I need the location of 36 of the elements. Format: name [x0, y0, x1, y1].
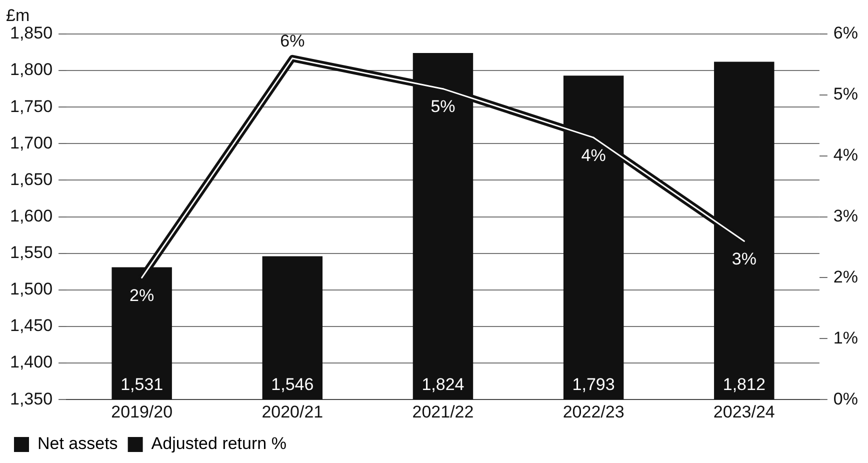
y-axis-title: £m [6, 6, 30, 26]
data-label: 1,531 [120, 374, 164, 394]
y2-tick-label: 4% [833, 146, 858, 165]
y-tick-label: 1,400 [10, 352, 53, 372]
data-label: 1,793 [572, 374, 615, 394]
x-tick-label: 2020/21 [262, 402, 324, 422]
x-tick-label: 2022/23 [562, 402, 624, 422]
data-label: 4% [581, 146, 606, 165]
x-tick-label: 2023/24 [713, 402, 775, 422]
y-tick-label: 1,450 [10, 316, 53, 336]
data-label: 2% [130, 286, 154, 305]
legend-label: Adjusted return % [151, 434, 286, 454]
y-tick-label: 1,500 [10, 280, 53, 299]
data-label: 5% [430, 97, 456, 116]
y-tick-label: 1,800 [10, 60, 53, 80]
y2-tick-label: 0% [833, 389, 858, 408]
y-tick-label: 1,750 [10, 96, 53, 116]
x-tick-label: 2019/20 [111, 402, 173, 422]
data-label: 1,812 [722, 374, 766, 394]
x-tick-label: 2021/22 [412, 402, 474, 422]
data-label: 3% [732, 249, 756, 268]
y2-tick-label: 1% [833, 328, 858, 348]
y2-tick-label: 6% [833, 24, 858, 43]
y-tick-label: 1,850 [10, 24, 53, 43]
y-tick-label: 1,650 [10, 170, 53, 189]
data-label: 1,546 [271, 374, 314, 394]
y2-tick-label: 2% [833, 267, 858, 286]
data-label: 6% [280, 32, 305, 51]
y-tick-label: 1,550 [10, 243, 53, 262]
legend-label: Net assets [38, 434, 118, 454]
y-tick-label: 1,350 [10, 389, 53, 408]
data-label: 1,824 [422, 374, 464, 394]
y-tick-label: 1,600 [10, 206, 53, 226]
y-tick-label: 1,700 [10, 133, 53, 152]
y2-tick-label: 3% [833, 206, 858, 226]
y2-tick-label: 5% [833, 84, 858, 104]
